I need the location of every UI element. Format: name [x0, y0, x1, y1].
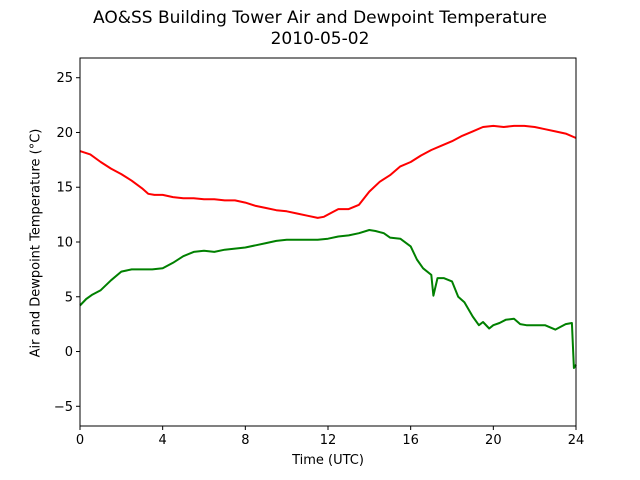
y-tick-label: 10 — [56, 236, 73, 251]
x-tick-label: 0 — [76, 433, 84, 448]
x-tick-label: 24 — [568, 433, 585, 448]
y-tick-label: −5 — [54, 400, 73, 415]
y-axis-label: Air and Dewpoint Temperature (°C) — [28, 128, 44, 358]
x-tick-label: 12 — [320, 433, 337, 448]
x-tick-label: 16 — [402, 433, 419, 448]
chart-title: AO&SS Building Tower Air and Dewpoint Te… — [92, 8, 547, 28]
series-line-2 — [79, 229, 577, 369]
plot-area — [79, 124, 577, 369]
x-tick-label: 20 — [485, 433, 502, 448]
axis-ticks: 0 4 8 12 16 20 24 −5 0 5 10 15 20 25 — [54, 71, 584, 448]
y-tick-label: 15 — [56, 181, 73, 196]
x-axis-label: Time (UTC) — [292, 453, 364, 468]
plot-frame — [79, 57, 577, 427]
x-tick-label: 8 — [241, 433, 249, 448]
y-tick-label: 0 — [65, 345, 73, 360]
y-tick-label: 5 — [65, 290, 73, 305]
chart-subtitle: 2010-05-02 — [270, 29, 370, 49]
y-tick-label: 25 — [56, 71, 73, 86]
y-tick-label: 20 — [56, 126, 73, 141]
series-line-1 — [79, 124, 577, 219]
x-tick-label: 4 — [159, 433, 167, 448]
